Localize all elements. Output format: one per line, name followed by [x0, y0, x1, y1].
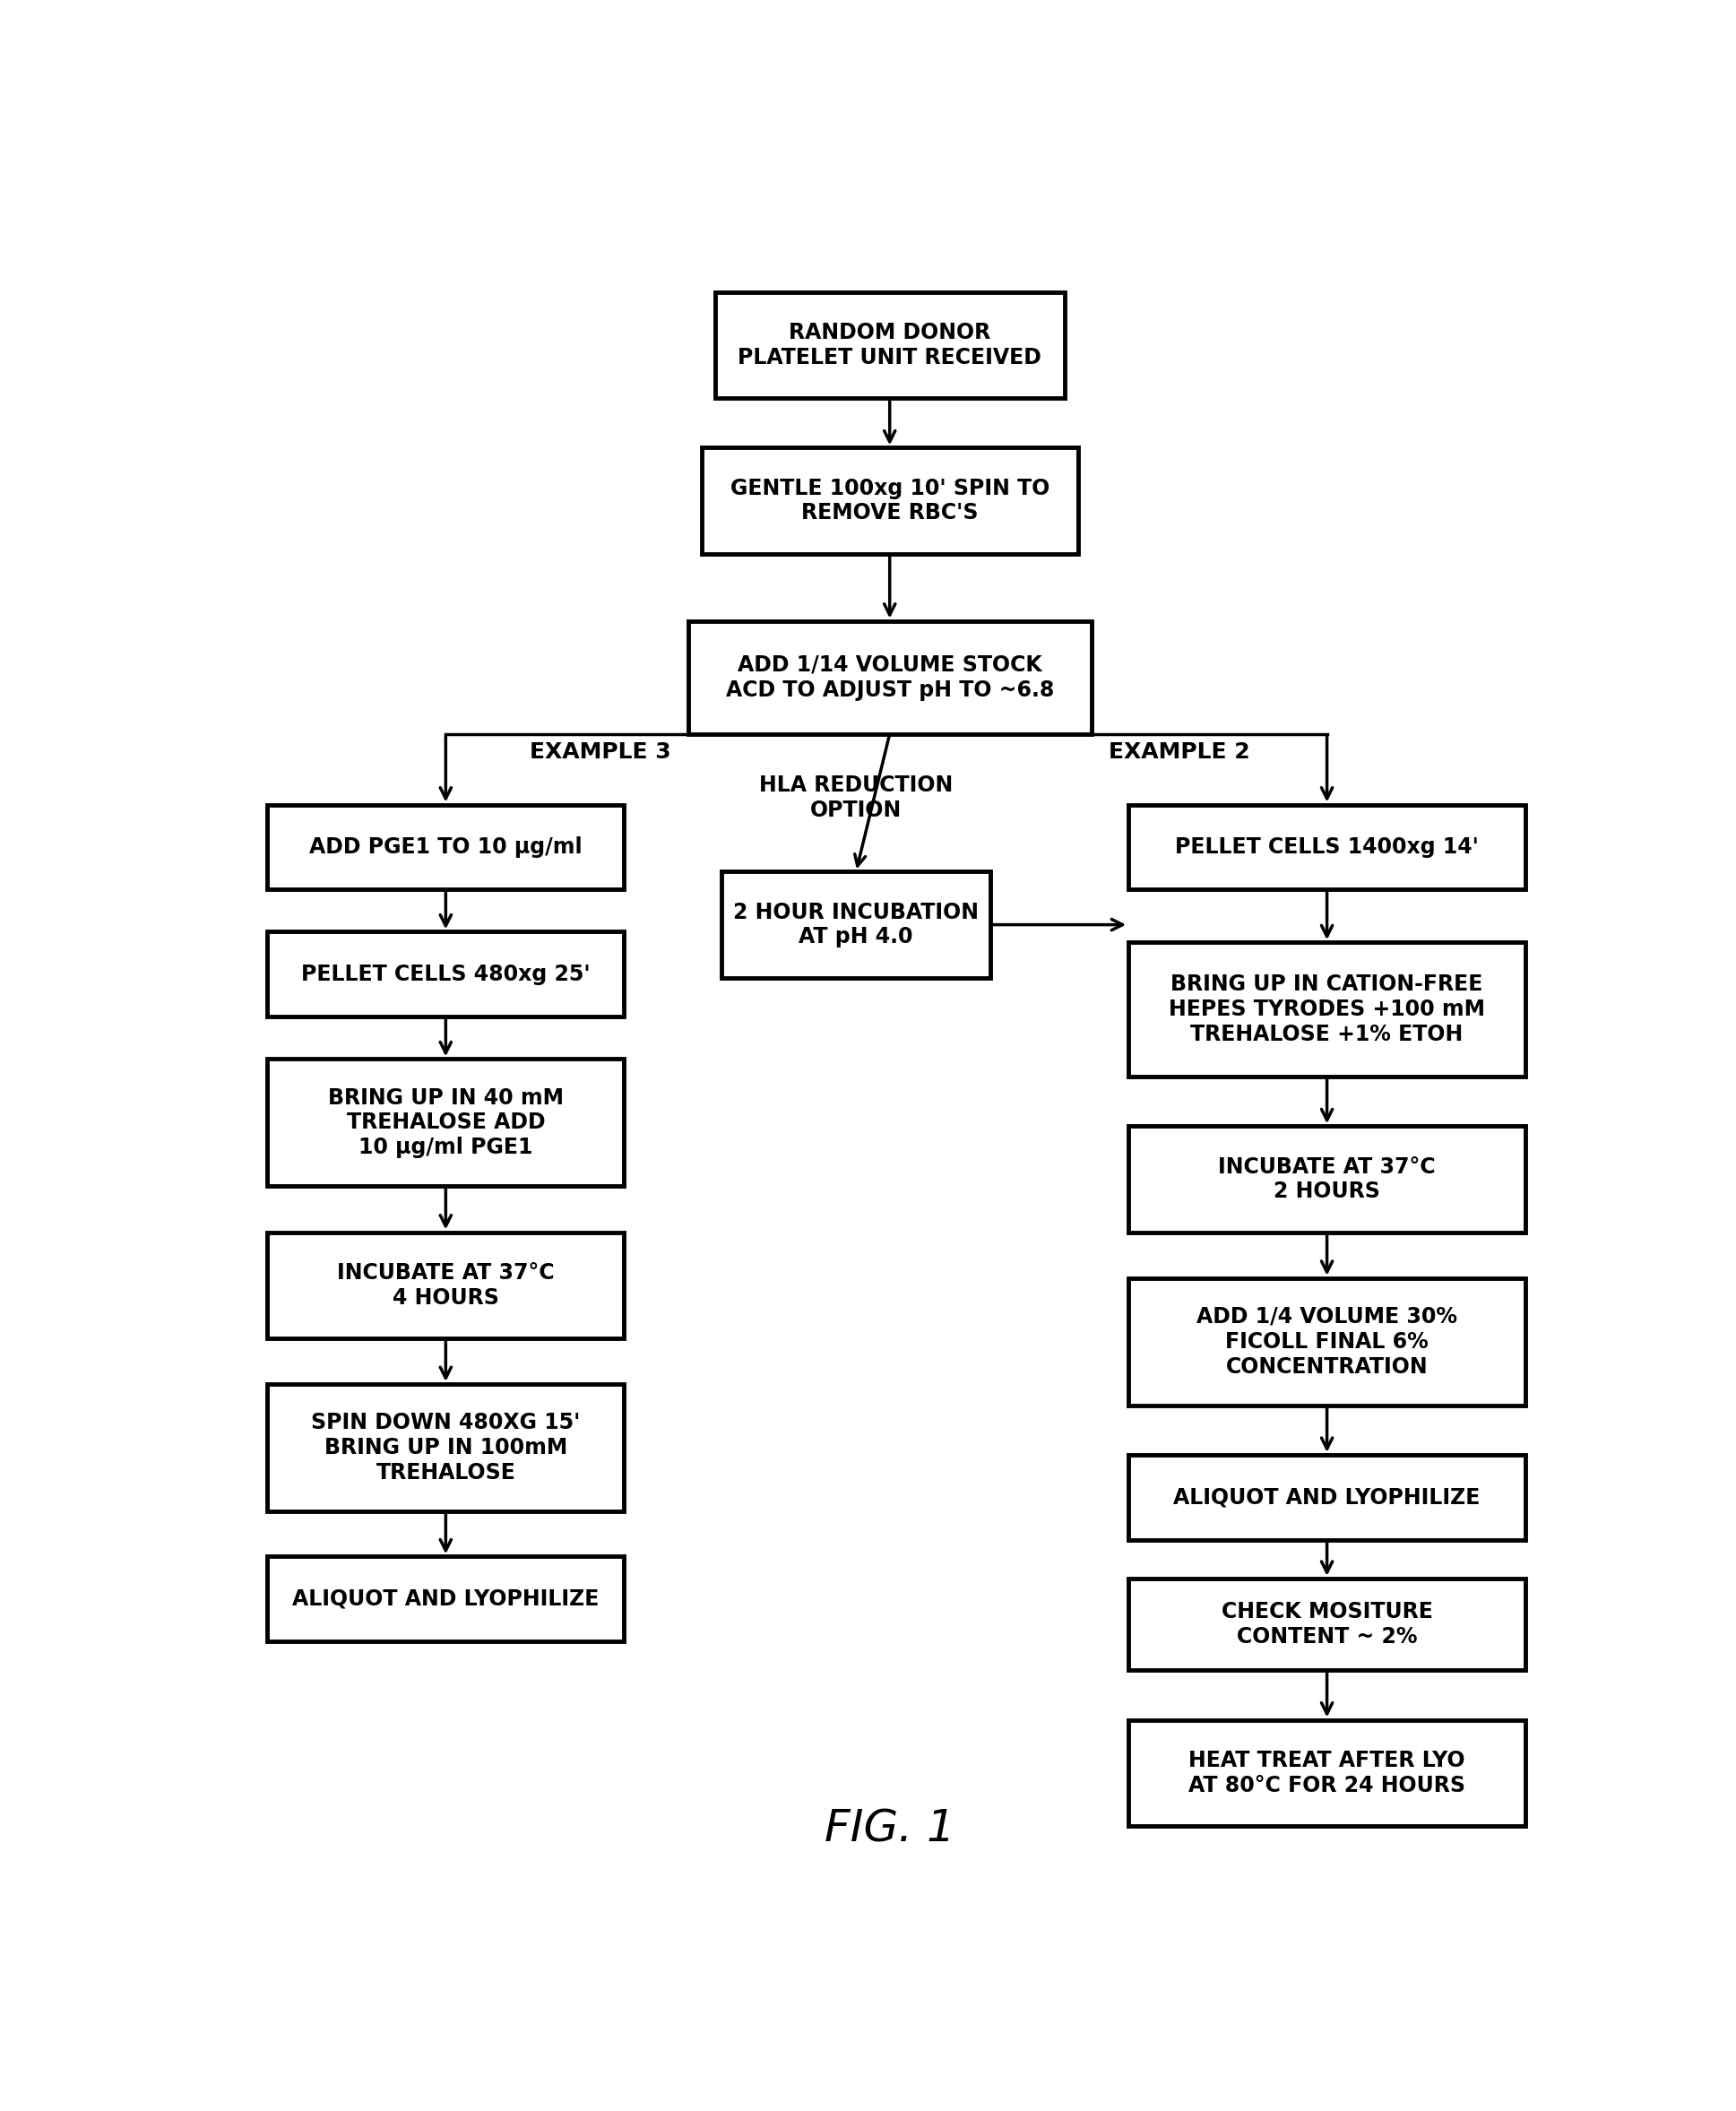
FancyBboxPatch shape — [715, 291, 1064, 399]
Text: ALIQUOT AND LYOPHILIZE: ALIQUOT AND LYOPHILIZE — [292, 1587, 599, 1611]
FancyBboxPatch shape — [1128, 942, 1526, 1077]
FancyBboxPatch shape — [267, 931, 623, 1018]
Text: EXAMPLE 2: EXAMPLE 2 — [1108, 741, 1250, 762]
Text: ADD 1/14 VOLUME STOCK
ACD TO ADJUST pH TO ~6.8: ADD 1/14 VOLUME STOCK ACD TO ADJUST pH T… — [726, 654, 1054, 701]
Text: INCUBATE AT 37°C
4 HOURS: INCUBATE AT 37°C 4 HOURS — [337, 1262, 554, 1309]
Text: ALIQUOT AND LYOPHILIZE: ALIQUOT AND LYOPHILIZE — [1174, 1486, 1481, 1507]
Text: SPIN DOWN 480XG 15'
BRING UP IN 100mM
TREHALOSE: SPIN DOWN 480XG 15' BRING UP IN 100mM TR… — [311, 1412, 580, 1484]
FancyBboxPatch shape — [267, 804, 623, 889]
Text: ADD 1/4 VOLUME 30%
FICOLL FINAL 6%
CONCENTRATION: ADD 1/4 VOLUME 30% FICOLL FINAL 6% CONCE… — [1196, 1307, 1457, 1376]
Text: FIG. 1: FIG. 1 — [825, 1807, 955, 1851]
FancyBboxPatch shape — [1128, 804, 1526, 889]
Text: INCUBATE AT 37°C
2 HOURS: INCUBATE AT 37°C 2 HOURS — [1219, 1157, 1436, 1203]
Text: PELLET CELLS 480xg 25': PELLET CELLS 480xg 25' — [300, 963, 590, 986]
FancyBboxPatch shape — [267, 1385, 623, 1511]
Text: GENTLE 100xg 10' SPIN TO
REMOVE RBC'S: GENTLE 100xg 10' SPIN TO REMOVE RBC'S — [731, 477, 1049, 524]
Text: CHECK MOSITURE
CONTENT ~ 2%: CHECK MOSITURE CONTENT ~ 2% — [1220, 1600, 1432, 1647]
FancyBboxPatch shape — [267, 1233, 623, 1338]
Text: EXAMPLE 3: EXAMPLE 3 — [529, 741, 672, 762]
FancyBboxPatch shape — [722, 872, 991, 977]
Text: RANDOM DONOR
PLATELET UNIT RECEIVED: RANDOM DONOR PLATELET UNIT RECEIVED — [738, 323, 1042, 369]
FancyBboxPatch shape — [1128, 1454, 1526, 1539]
Text: PELLET CELLS 1400xg 14': PELLET CELLS 1400xg 14' — [1175, 836, 1479, 857]
Text: ADD PGE1 TO 10 µg/ml: ADD PGE1 TO 10 µg/ml — [309, 836, 582, 857]
FancyBboxPatch shape — [701, 448, 1078, 553]
Text: 2 HOUR INCUBATION
AT pH 4.0: 2 HOUR INCUBATION AT pH 4.0 — [733, 901, 979, 948]
FancyBboxPatch shape — [267, 1556, 623, 1642]
FancyBboxPatch shape — [1128, 1720, 1526, 1826]
FancyBboxPatch shape — [1128, 1125, 1526, 1233]
Text: HEAT TREAT AFTER LYO
AT 80°C FOR 24 HOURS: HEAT TREAT AFTER LYO AT 80°C FOR 24 HOUR… — [1189, 1750, 1465, 1796]
Text: BRING UP IN 40 mM
TREHALOSE ADD
10 µg/ml PGE1: BRING UP IN 40 mM TREHALOSE ADD 10 µg/ml… — [328, 1087, 564, 1159]
FancyBboxPatch shape — [687, 621, 1092, 735]
FancyBboxPatch shape — [1128, 1579, 1526, 1670]
Text: HLA REDUCTION
OPTION: HLA REDUCTION OPTION — [759, 775, 953, 821]
FancyBboxPatch shape — [267, 1060, 623, 1186]
FancyBboxPatch shape — [1128, 1277, 1526, 1406]
Text: BRING UP IN CATION-FREE
HEPES TYRODES +100 mM
TREHALOSE +1% ETOH: BRING UP IN CATION-FREE HEPES TYRODES +1… — [1168, 973, 1484, 1045]
